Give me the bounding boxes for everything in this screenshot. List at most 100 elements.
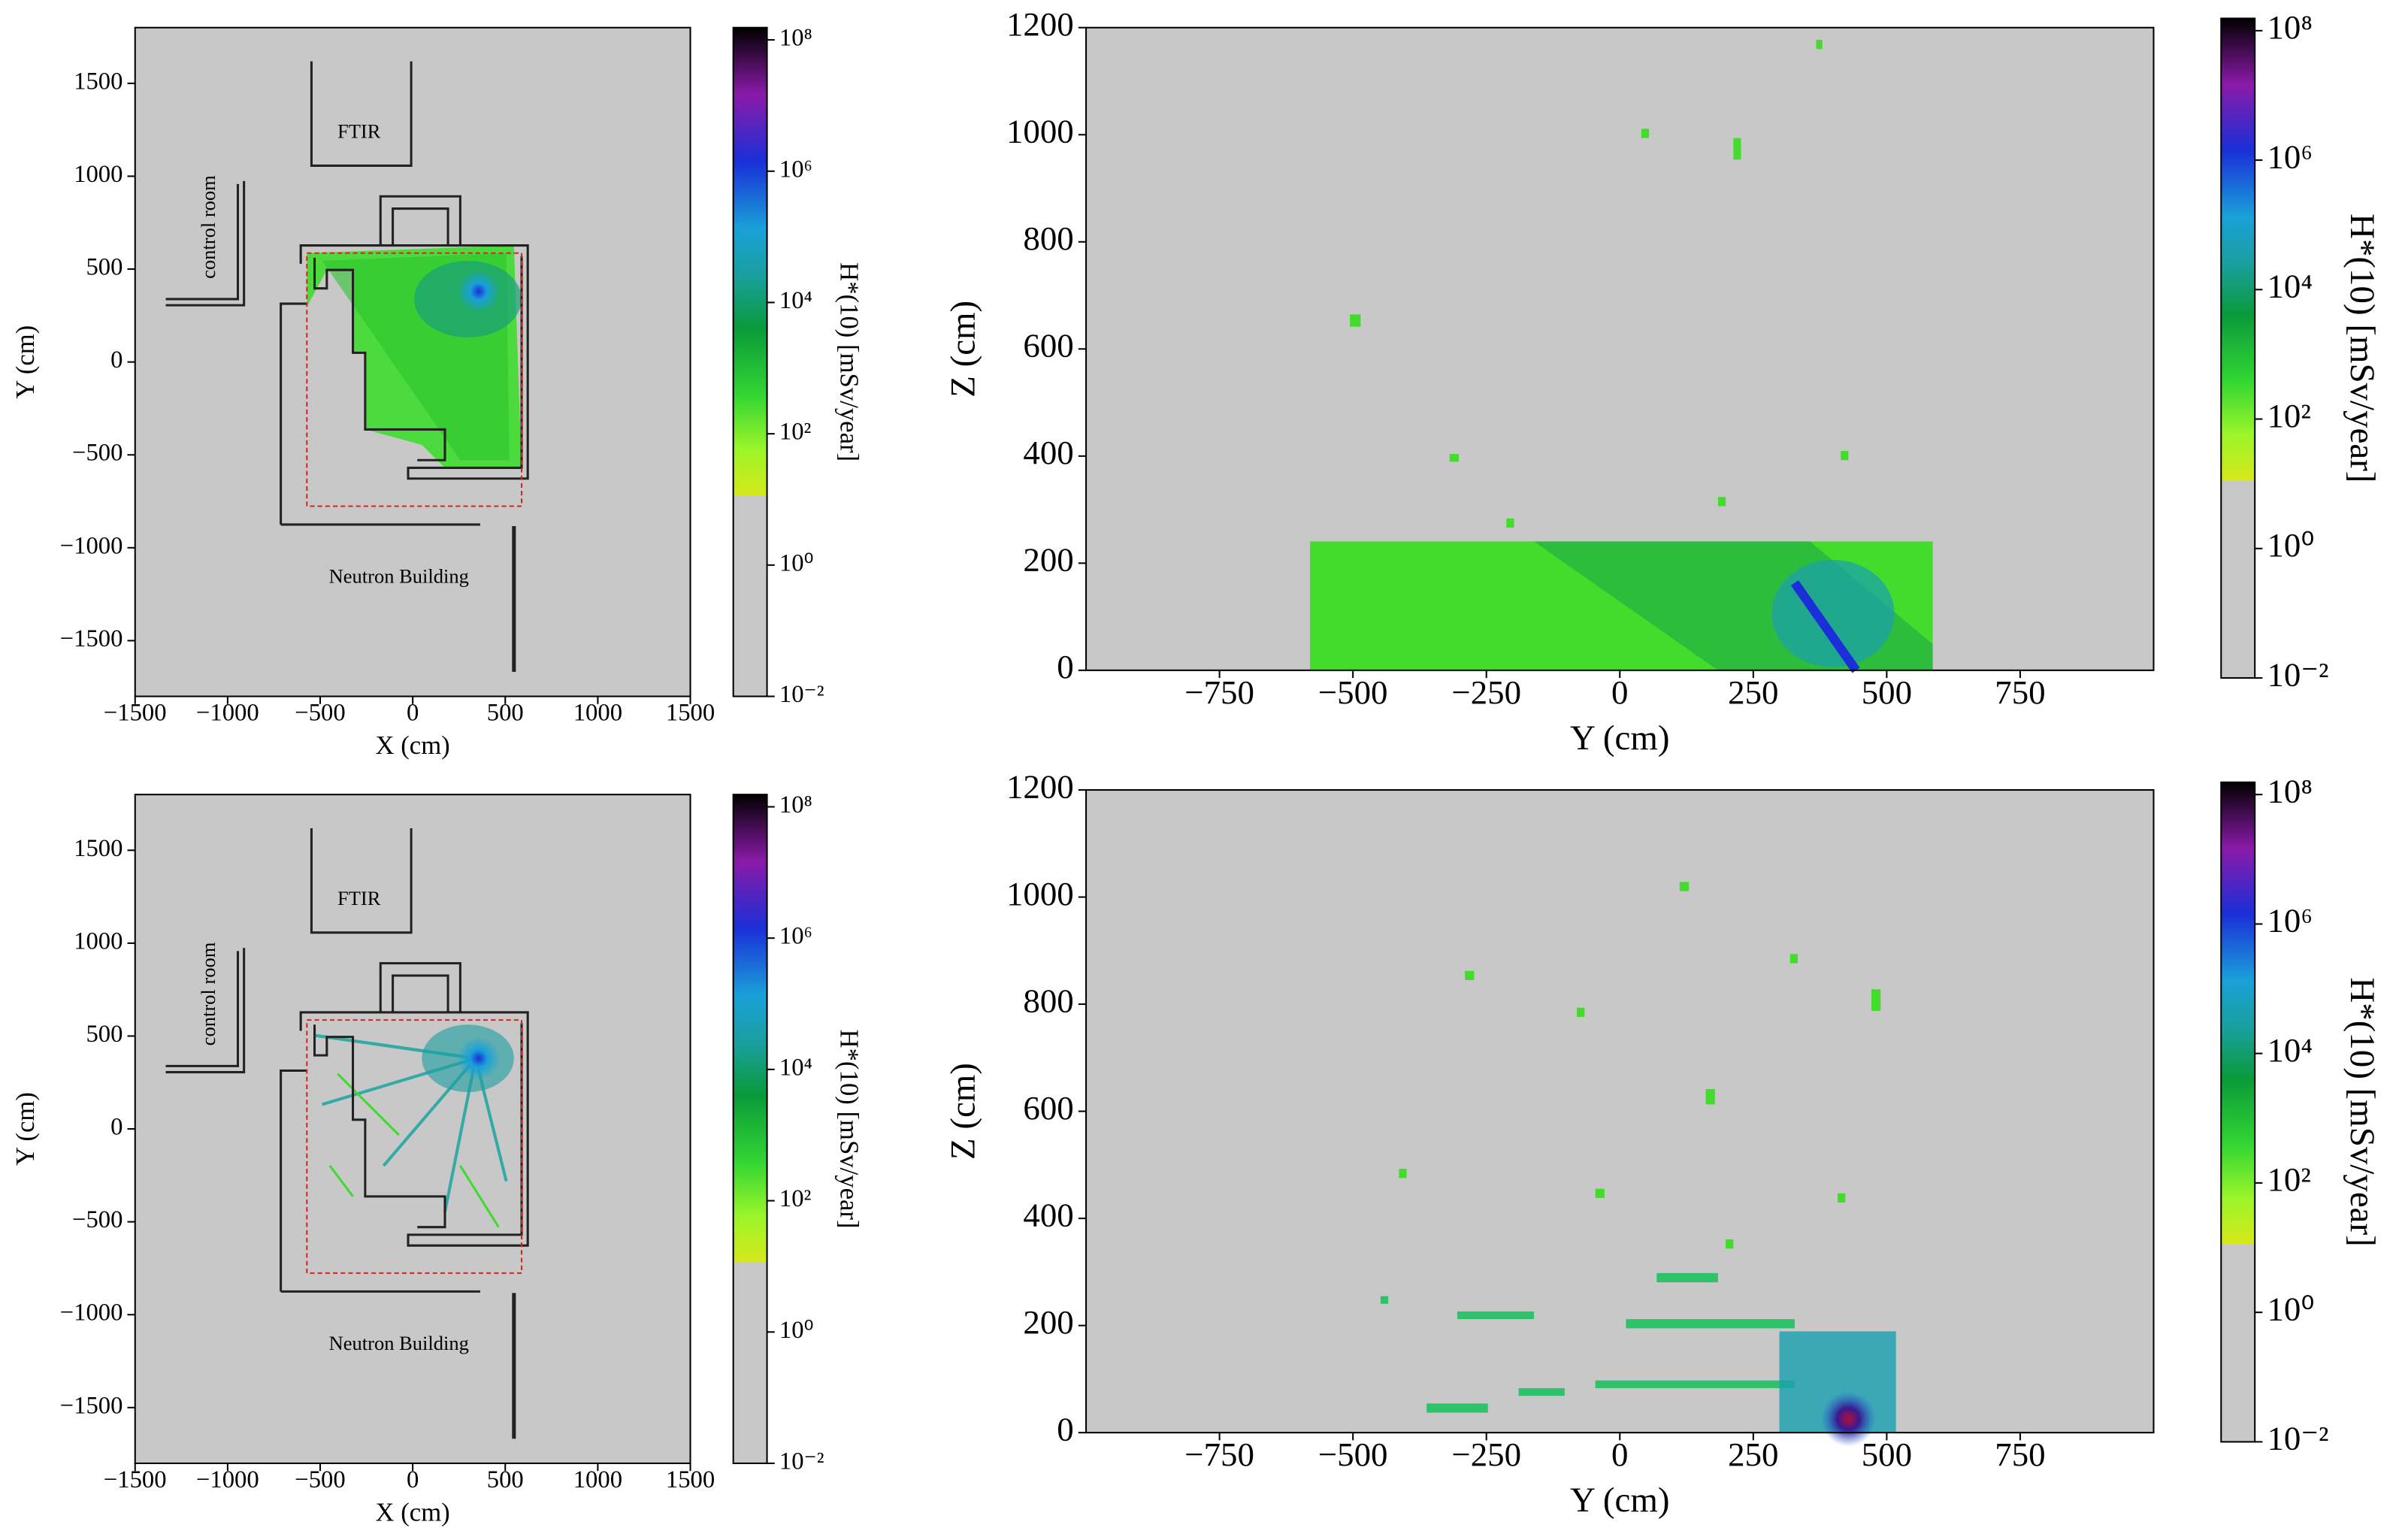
x-axis-label: Y (cm) — [1570, 1481, 1669, 1520]
colorbar — [2220, 17, 2256, 679]
y-tick-label: 600 — [1023, 327, 1073, 365]
dose-map — [135, 794, 691, 1463]
x-tick-label: 1000 — [573, 700, 622, 727]
y-tick-label: −1000 — [60, 532, 123, 559]
colorbar-tick-label: 10⁴ — [2267, 268, 2313, 305]
y-tick-label: 1200 — [1006, 767, 1074, 805]
x-tick-label: −750 — [1184, 1436, 1254, 1473]
colorbar — [732, 794, 768, 1464]
y-tick-label: 500 — [86, 1021, 123, 1048]
dose-map — [135, 27, 691, 697]
x-tick-label: 250 — [1728, 673, 1778, 711]
y-tick-label: 500 — [86, 254, 123, 281]
y-tick-label: −500 — [72, 1206, 123, 1233]
x-tick-label: 0 — [407, 700, 419, 727]
colorbar-tick-label: 10⁶ — [779, 156, 812, 183]
x-tick-label: −500 — [295, 1466, 345, 1493]
colorbar-label: H*(10) [mSv/year] — [2343, 977, 2382, 1246]
colorbar-label: H*(10) [mSv/year] — [2343, 213, 2382, 483]
y-axis-label: Y (cm) — [11, 1092, 40, 1166]
x-tick-label: −750 — [1184, 673, 1254, 711]
colorbar-tick-label: 10⁰ — [779, 1317, 814, 1344]
colorbar-tick-label: 10⁸ — [2267, 772, 2313, 809]
x-tick-label: 750 — [1995, 1436, 2045, 1473]
x-tick-label: 750 — [1995, 673, 2045, 711]
colorbar-tick-label: 10⁶ — [2267, 138, 2313, 175]
colorbar-tick-label: 10⁴ — [2267, 1031, 2313, 1069]
dose-map — [1086, 27, 2154, 673]
x-axis-label: Y (cm) — [1570, 719, 1669, 758]
y-tick-label: 400 — [1023, 1196, 1073, 1233]
y-tick-label: 800 — [1023, 219, 1073, 257]
x-tick-label: −1000 — [196, 1466, 259, 1493]
x-tick-label: −1000 — [196, 700, 259, 727]
colorbar — [732, 26, 768, 697]
y-tick-label: 0 — [1057, 1410, 1073, 1448]
y-tick-label: 1500 — [74, 68, 123, 95]
colorbar-tick-label: 10⁴ — [779, 1054, 812, 1081]
x-axis-label: X (cm) — [376, 1497, 450, 1526]
dose-map — [1086, 790, 2154, 1447]
x-tick-label: −1500 — [104, 700, 167, 727]
annotation: control room — [197, 175, 219, 279]
colorbar-tick-label: 10⁻² — [2267, 1420, 2329, 1457]
y-tick-label: 200 — [1023, 1303, 1073, 1341]
colorbar-tick-label: 10⁻² — [779, 1448, 824, 1475]
colorbar-tick-label: 10⁸ — [779, 25, 812, 52]
colorbar-tick-label: 10⁻² — [779, 681, 824, 708]
y-tick-label: 1000 — [1006, 875, 1074, 912]
x-tick-label: 0 — [407, 1466, 419, 1493]
colorbar-tick-label: 10⁰ — [2267, 1290, 2315, 1327]
y-tick-label: 1000 — [74, 161, 123, 188]
y-tick-label: −1000 — [60, 1299, 123, 1327]
x-tick-label: −500 — [1318, 673, 1388, 711]
y-tick-label: 800 — [1023, 982, 1073, 1019]
annotation: FTIR — [337, 887, 381, 909]
y-tick-label: 0 — [1057, 648, 1073, 685]
colorbar-tick-label: 10⁶ — [779, 923, 812, 950]
x-tick-label: 500 — [487, 1466, 524, 1493]
x-tick-label: −250 — [1451, 1436, 1521, 1473]
y-tick-label: −1500 — [60, 625, 123, 652]
annotation: Neutron Building — [329, 564, 469, 587]
colorbar-tick-label: 10² — [2267, 1160, 2311, 1198]
colorbar-tick-label: 10⁻² — [2267, 655, 2329, 693]
x-tick-label: 1500 — [666, 700, 715, 727]
y-axis-label: Y (cm) — [11, 325, 40, 399]
x-tick-label: 500 — [487, 700, 524, 727]
colorbar-tick-label: 10² — [2267, 397, 2311, 434]
colorbar-tick-label: 10² — [779, 1185, 812, 1212]
x-axis-label: X (cm) — [376, 731, 450, 760]
y-tick-label: 1000 — [74, 927, 123, 955]
y-tick-label: 400 — [1023, 434, 1073, 471]
colorbar-tick-label: 10² — [779, 419, 812, 446]
x-tick-label: 1500 — [666, 1466, 715, 1493]
x-tick-label: −500 — [295, 700, 345, 727]
colorbar-label: H*(10) [mSv/year] — [835, 262, 864, 461]
x-tick-label: −250 — [1451, 673, 1521, 711]
y-tick-label: −500 — [72, 440, 123, 467]
colorbar-label: H*(10) [mSv/year] — [835, 1030, 864, 1229]
x-tick-label: −500 — [1318, 1436, 1388, 1473]
x-tick-label: 0 — [1611, 673, 1628, 711]
x-tick-label: 1000 — [573, 1466, 622, 1493]
y-tick-label: 200 — [1023, 541, 1073, 579]
colorbar — [2220, 781, 2256, 1443]
colorbar-tick-label: 10⁸ — [779, 791, 812, 818]
x-tick-label: 0 — [1611, 1436, 1628, 1473]
x-tick-label: −1500 — [104, 1466, 167, 1493]
y-tick-label: 0 — [110, 1114, 123, 1141]
x-tick-label: 500 — [1862, 673, 1912, 711]
y-tick-label: 1000 — [1006, 113, 1074, 150]
colorbar-tick-label: 10⁸ — [2267, 8, 2313, 46]
x-tick-label: 500 — [1862, 1436, 1912, 1473]
y-tick-label: 600 — [1023, 1089, 1073, 1127]
y-axis-label: Z (cm) — [944, 301, 983, 398]
annotation: Neutron Building — [329, 1332, 469, 1354]
y-tick-label: 1500 — [74, 835, 123, 862]
colorbar-tick-label: 10⁶ — [2267, 902, 2313, 939]
y-tick-label: 1200 — [1006, 5, 1074, 43]
colorbar-tick-label: 10⁰ — [2267, 526, 2315, 564]
x-tick-label: 250 — [1728, 1436, 1778, 1473]
